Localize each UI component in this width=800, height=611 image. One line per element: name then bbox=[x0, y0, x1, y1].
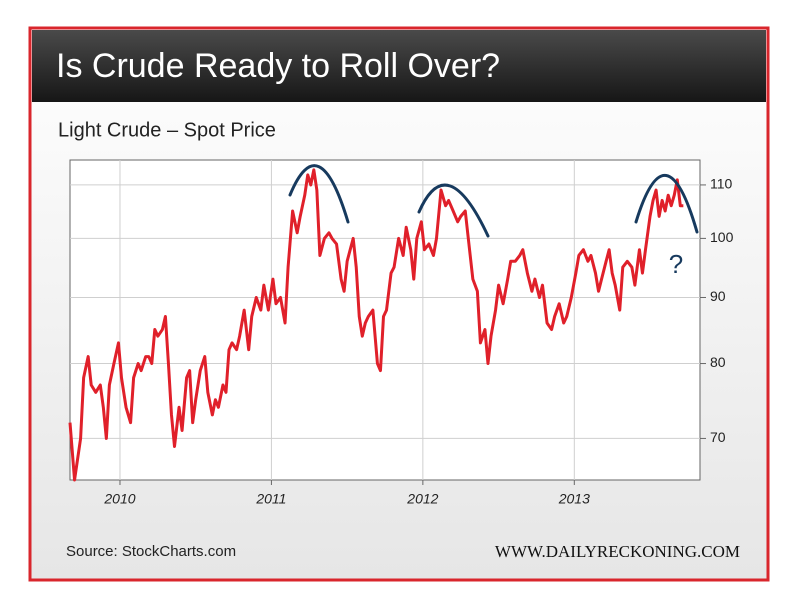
chart-title: Is Crude Ready to Roll Over? bbox=[56, 47, 500, 85]
price-line bbox=[68, 168, 684, 482]
grid bbox=[70, 160, 706, 485]
arc bbox=[634, 173, 699, 234]
x-tick-label: 2012 bbox=[406, 491, 438, 507]
x-tick-label: 2010 bbox=[103, 491, 135, 507]
source: Source: StockCharts.com bbox=[66, 543, 236, 560]
marks bbox=[68, 168, 684, 482]
title-bar bbox=[32, 30, 766, 102]
y-tick-label: 90 bbox=[710, 288, 726, 304]
arc bbox=[417, 183, 490, 238]
annotation: ? bbox=[669, 249, 683, 279]
x-tick-label: 2013 bbox=[558, 491, 590, 507]
y-tick-label: 100 bbox=[710, 229, 734, 245]
chart-subtitle: Light Crude – Spot Price bbox=[58, 119, 276, 141]
y-tick-label: 70 bbox=[710, 429, 726, 445]
arc bbox=[288, 164, 350, 224]
plot-area bbox=[69, 159, 701, 481]
y-tick-label: 80 bbox=[710, 354, 726, 370]
x-tick-label: 2011 bbox=[255, 491, 286, 507]
y-tick-label: 110 bbox=[710, 176, 733, 192]
credit: WWW.DAILYRECKONING.COM bbox=[495, 542, 740, 561]
arcs bbox=[288, 164, 699, 238]
